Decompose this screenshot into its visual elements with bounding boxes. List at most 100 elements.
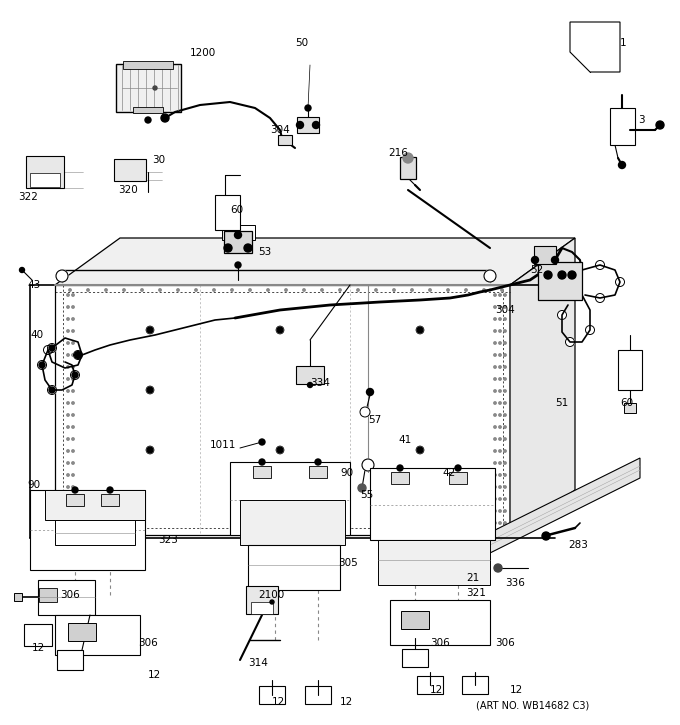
Text: 50: 50 — [295, 38, 308, 48]
Bar — [402, 649, 428, 667]
Circle shape — [145, 117, 151, 123]
Circle shape — [72, 474, 74, 476]
Polygon shape — [570, 22, 620, 72]
Circle shape — [499, 402, 501, 405]
Circle shape — [494, 438, 496, 440]
Circle shape — [544, 271, 552, 279]
Circle shape — [67, 378, 69, 380]
Circle shape — [72, 390, 74, 392]
Circle shape — [72, 318, 74, 320]
Circle shape — [67, 366, 69, 368]
Text: (ART NO. WB14682 C3): (ART NO. WB14682 C3) — [476, 700, 590, 710]
Circle shape — [596, 294, 605, 302]
Bar — [116, 64, 180, 112]
Circle shape — [67, 354, 69, 356]
Text: 57: 57 — [368, 415, 381, 425]
Circle shape — [67, 294, 69, 297]
Text: 322: 322 — [18, 192, 38, 202]
Text: 12: 12 — [510, 685, 523, 695]
Circle shape — [67, 450, 69, 452]
Circle shape — [72, 294, 74, 297]
Circle shape — [367, 389, 373, 396]
Circle shape — [397, 465, 403, 471]
Bar — [66, 494, 84, 506]
Text: 334: 334 — [310, 378, 330, 388]
Circle shape — [494, 318, 496, 320]
Bar — [259, 686, 285, 704]
Circle shape — [305, 105, 311, 111]
Circle shape — [542, 532, 550, 540]
Circle shape — [72, 306, 74, 308]
Circle shape — [72, 372, 78, 378]
Circle shape — [499, 414, 501, 416]
Circle shape — [504, 462, 506, 464]
Circle shape — [141, 289, 143, 291]
Circle shape — [72, 330, 74, 332]
Polygon shape — [378, 540, 490, 585]
Bar — [253, 466, 271, 478]
Circle shape — [72, 366, 74, 368]
Bar — [305, 686, 331, 704]
Bar — [24, 624, 52, 646]
Circle shape — [72, 438, 74, 440]
Circle shape — [224, 244, 232, 252]
Circle shape — [494, 462, 496, 464]
Polygon shape — [222, 225, 255, 240]
Text: 283: 283 — [568, 540, 588, 550]
Text: 305: 305 — [338, 558, 358, 568]
Text: 323: 323 — [158, 535, 178, 545]
Circle shape — [67, 426, 69, 428]
Circle shape — [494, 306, 496, 308]
Circle shape — [249, 289, 251, 291]
Circle shape — [504, 330, 506, 332]
Polygon shape — [538, 262, 582, 300]
Circle shape — [72, 498, 74, 500]
Circle shape — [504, 354, 506, 356]
Circle shape — [67, 498, 69, 500]
Text: 55: 55 — [360, 490, 373, 500]
Circle shape — [147, 447, 153, 453]
Text: 42: 42 — [442, 468, 455, 478]
Circle shape — [87, 289, 89, 291]
Text: 52: 52 — [530, 265, 543, 275]
Bar — [26, 156, 64, 188]
Circle shape — [494, 486, 496, 488]
Circle shape — [455, 465, 461, 471]
Circle shape — [499, 486, 501, 488]
Bar — [449, 472, 467, 484]
Polygon shape — [510, 238, 575, 535]
Circle shape — [161, 114, 169, 122]
Circle shape — [494, 510, 496, 512]
Circle shape — [393, 289, 395, 291]
Polygon shape — [215, 195, 240, 230]
Circle shape — [67, 414, 69, 416]
Circle shape — [259, 439, 265, 445]
Bar — [30, 173, 60, 187]
Text: 2100: 2100 — [258, 590, 284, 600]
Text: 51: 51 — [555, 398, 568, 408]
Polygon shape — [38, 580, 95, 615]
Polygon shape — [240, 500, 345, 545]
Polygon shape — [248, 545, 340, 590]
Text: 12: 12 — [430, 685, 443, 695]
Circle shape — [500, 289, 503, 291]
Circle shape — [72, 402, 74, 405]
Circle shape — [494, 564, 502, 572]
Circle shape — [72, 341, 74, 344]
Circle shape — [107, 487, 113, 493]
Circle shape — [48, 344, 56, 352]
Circle shape — [494, 498, 496, 500]
Circle shape — [72, 462, 74, 464]
Circle shape — [231, 289, 233, 291]
Circle shape — [147, 327, 153, 333]
Circle shape — [403, 153, 413, 163]
Text: 60: 60 — [230, 205, 243, 215]
Circle shape — [313, 122, 320, 128]
Polygon shape — [55, 520, 135, 545]
Text: 12: 12 — [32, 643, 46, 653]
Circle shape — [67, 318, 69, 320]
Text: 1011: 1011 — [210, 440, 237, 450]
Circle shape — [71, 370, 80, 379]
Circle shape — [504, 426, 506, 428]
Circle shape — [499, 522, 501, 524]
